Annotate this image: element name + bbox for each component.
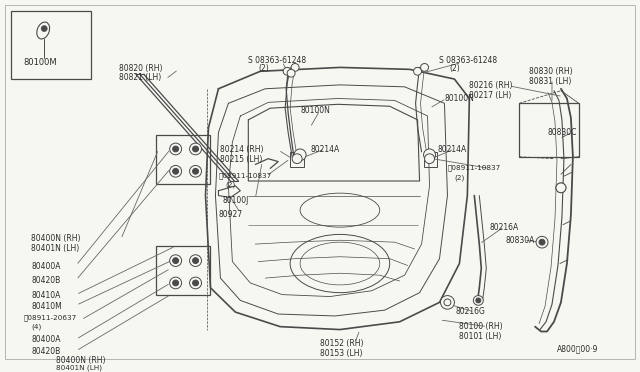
Text: S 08363-61248: S 08363-61248 — [248, 56, 307, 65]
Circle shape — [536, 236, 548, 248]
Text: S: S — [415, 67, 418, 73]
Circle shape — [539, 239, 545, 245]
Circle shape — [170, 277, 182, 289]
Bar — [156, 135, 211, 184]
Circle shape — [170, 166, 182, 177]
Text: 80400N (RH): 80400N (RH) — [56, 356, 106, 365]
Circle shape — [424, 149, 435, 161]
Text: 80831 (LH): 80831 (LH) — [529, 77, 572, 86]
Text: 80400N (RH): 80400N (RH) — [31, 234, 81, 243]
Text: S: S — [288, 70, 292, 75]
Text: 80214 (RH): 80214 (RH) — [220, 145, 264, 154]
Circle shape — [193, 146, 198, 152]
Text: N: N — [426, 151, 430, 156]
Text: 80100M: 80100M — [23, 58, 57, 67]
Text: 80100 (RH): 80100 (RH) — [460, 322, 503, 331]
Text: 80214A: 80214A — [310, 145, 339, 154]
Circle shape — [189, 255, 202, 266]
Circle shape — [283, 67, 291, 75]
Text: 80830 (RH): 80830 (RH) — [529, 67, 573, 76]
Text: 80410M: 80410M — [31, 302, 62, 311]
Circle shape — [420, 64, 429, 71]
Text: 80830A: 80830A — [505, 236, 534, 246]
Circle shape — [41, 26, 47, 32]
Circle shape — [193, 258, 198, 263]
Text: S 08363-61248: S 08363-61248 — [440, 56, 498, 65]
Circle shape — [424, 154, 435, 164]
Text: 80216 (RH): 80216 (RH) — [469, 81, 513, 90]
Text: S: S — [292, 64, 296, 68]
Circle shape — [476, 298, 481, 303]
Circle shape — [193, 280, 198, 286]
Circle shape — [170, 143, 182, 155]
Circle shape — [173, 258, 179, 263]
Circle shape — [559, 185, 563, 190]
Bar — [519, 103, 579, 157]
Text: 80400A: 80400A — [31, 336, 61, 344]
Text: 80216G: 80216G — [456, 307, 485, 316]
Circle shape — [556, 183, 566, 193]
Text: S: S — [422, 64, 425, 68]
Circle shape — [189, 277, 202, 289]
Text: 80153 (LH): 80153 (LH) — [320, 349, 362, 358]
Circle shape — [444, 299, 451, 306]
Text: ⓝ08911-20637: ⓝ08911-20637 — [23, 314, 77, 321]
Text: 80215 (LH): 80215 (LH) — [220, 155, 263, 164]
Text: 80100N: 80100N — [300, 106, 330, 115]
Text: 80100J: 80100J — [223, 196, 249, 205]
Text: 80400A: 80400A — [31, 262, 61, 270]
Text: 80821 (LH): 80821 (LH) — [119, 73, 161, 82]
Circle shape — [189, 143, 202, 155]
Text: (2): (2) — [259, 64, 269, 74]
Text: A800　00·9: A800 00·9 — [557, 344, 599, 353]
Text: (2): (2) — [454, 174, 465, 181]
Text: 80927: 80927 — [218, 210, 243, 219]
Circle shape — [474, 296, 483, 305]
Circle shape — [173, 169, 179, 174]
Bar — [290, 152, 304, 167]
Text: 80101 (LH): 80101 (LH) — [460, 331, 502, 340]
Circle shape — [170, 255, 182, 266]
Circle shape — [440, 296, 454, 309]
Text: 80216A: 80216A — [489, 223, 518, 232]
Circle shape — [291, 64, 299, 71]
Circle shape — [413, 67, 422, 75]
Circle shape — [556, 183, 566, 193]
Text: (2): (2) — [449, 64, 460, 74]
Text: 80820 (RH): 80820 (RH) — [119, 64, 163, 74]
Text: (4): (4) — [31, 324, 42, 330]
Text: (2): (2) — [225, 182, 236, 189]
Text: 80401N (LH): 80401N (LH) — [56, 365, 102, 371]
Bar — [12, 11, 91, 79]
Text: 80152 (RH): 80152 (RH) — [320, 339, 364, 348]
Circle shape — [173, 280, 179, 286]
Bar — [424, 152, 438, 167]
Text: N: N — [296, 151, 301, 156]
Circle shape — [292, 154, 302, 164]
Text: 80100N: 80100N — [444, 94, 474, 103]
Circle shape — [294, 149, 306, 161]
Bar — [156, 246, 211, 295]
Circle shape — [189, 166, 202, 177]
Text: ⓝ08911-10837: ⓝ08911-10837 — [447, 164, 500, 171]
Text: 80420B: 80420B — [31, 347, 61, 356]
Text: ⓝ08911-10837: ⓝ08911-10837 — [218, 172, 272, 179]
Text: 80420B: 80420B — [31, 276, 61, 285]
Text: 80401N (LH): 80401N (LH) — [31, 244, 79, 253]
Text: 80830C: 80830C — [547, 128, 577, 137]
Circle shape — [287, 69, 295, 77]
Text: 80214A: 80214A — [438, 145, 467, 154]
Text: 80410A: 80410A — [31, 291, 61, 300]
Circle shape — [193, 169, 198, 174]
Text: 80217 (LH): 80217 (LH) — [469, 91, 512, 100]
Text: S: S — [284, 67, 287, 73]
Circle shape — [173, 146, 179, 152]
